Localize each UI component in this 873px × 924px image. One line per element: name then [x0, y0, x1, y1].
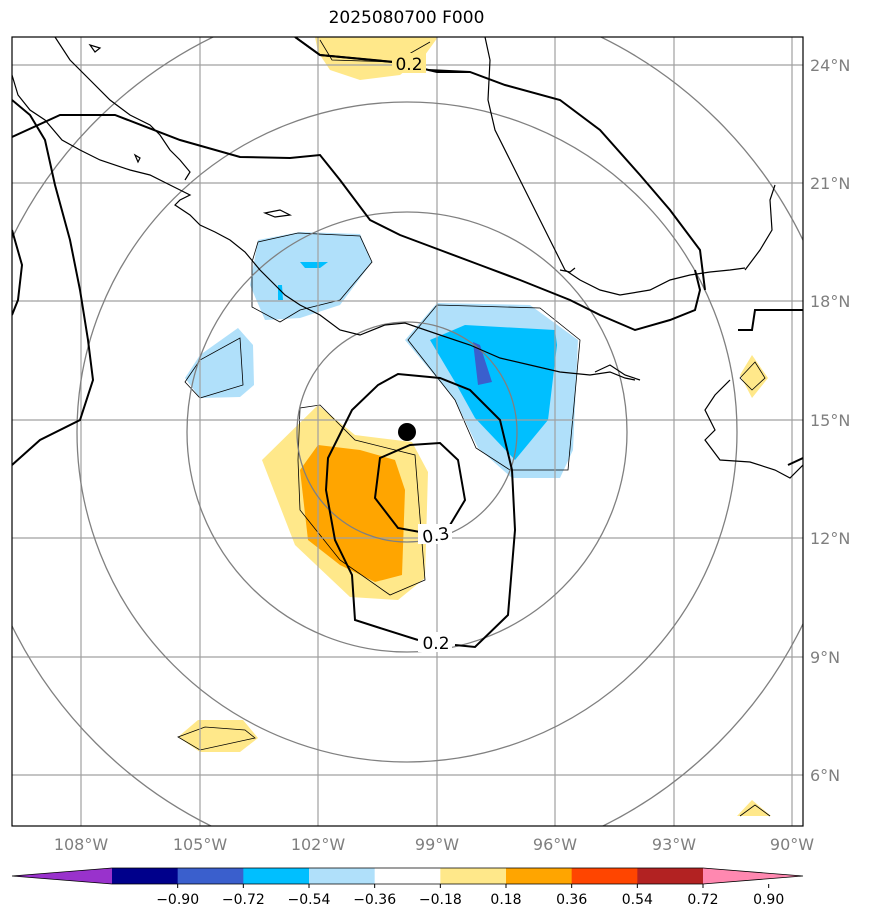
range-ring-4	[12, 37, 803, 826]
colorbar-extend-high	[703, 868, 803, 884]
border-west-2	[12, 229, 24, 316]
range-ring-3	[76, 101, 738, 763]
outline-center	[297, 404, 426, 596]
outline-east	[407, 304, 581, 471]
outline-nw	[251, 232, 373, 323]
border-north	[12, 114, 702, 332]
lon-label-102w: 102°W	[291, 835, 346, 854]
colorbar-segment	[309, 868, 376, 884]
colorbar-tick-label: −0.72	[222, 892, 265, 908]
latitude-labels: 24°N 21°N 18°N 15°N 12°N 9°N 6°N	[810, 56, 850, 785]
border-east	[738, 309, 803, 331]
island-2	[133, 153, 141, 164]
lat-label-15n: 15°N	[810, 411, 850, 430]
coast-central-america	[594, 364, 641, 381]
colorbar-segment	[112, 868, 179, 884]
contour-0.2-north	[294, 37, 393, 63]
negative-anomaly-west	[185, 328, 254, 398]
contour-0.2-loop	[324, 372, 517, 649]
island-3	[88, 43, 102, 53]
lat-label-12n: 12°N	[810, 529, 850, 548]
colorbar-outline	[11, 867, 804, 885]
positive-anomaly-southeast-2	[737, 800, 771, 816]
lat-label-9n: 9°N	[810, 648, 840, 667]
coast-caribbean	[704, 379, 803, 479]
lon-label-108w: 108°W	[54, 835, 109, 854]
contour-0.2-north-right	[427, 69, 471, 73]
negative-anomaly-east-peak	[473, 342, 492, 385]
lon-label-93w: 93°W	[652, 835, 696, 854]
colorbar-tick-label: 0.72	[687, 892, 718, 908]
contour-labels: 0.2 0.3 0.2	[392, 53, 452, 654]
contour-label-inner: 0.3	[421, 524, 451, 548]
map-body	[12, 37, 803, 826]
lat-label-18n: 18°N	[810, 292, 850, 311]
colorbar-tick-label: 0.18	[490, 892, 521, 908]
range-ring-1	[296, 321, 518, 543]
range-rings	[12, 37, 803, 826]
anomaly-outlines	[177, 39, 771, 817]
colorbar-tick-label: 0.90	[753, 892, 784, 908]
colorbar-segment	[374, 868, 441, 884]
positive-anomaly-southwest	[178, 720, 258, 752]
lat-label-6n: 6°N	[810, 766, 840, 785]
colorbar-segment	[571, 868, 638, 884]
border-se	[787, 457, 803, 466]
outline-se-1	[739, 361, 766, 391]
contour-label-bg-3	[418, 632, 452, 652]
lon-label-90w: 90°W	[770, 835, 814, 854]
coast-yucatan-east	[744, 184, 776, 271]
contour-label-bg-1	[392, 53, 426, 73]
contour-label-bg-2	[418, 524, 452, 544]
colorbar-tick-label: 0.36	[556, 892, 587, 908]
colorbar-extend-low	[12, 868, 112, 884]
border-west-1	[12, 99, 95, 466]
colorbar-segment	[243, 868, 310, 884]
lat-label-21n: 21°N	[810, 174, 850, 193]
longitude-labels: 108°W 105°W 102°W 99°W 96°W 93°W 90°W	[54, 835, 814, 854]
coast-baja	[54, 37, 191, 181]
lon-label-99w: 99°W	[415, 835, 459, 854]
coast-pacific-mexico	[12, 74, 636, 381]
colorbar-segment	[440, 868, 507, 884]
colorbar-tick-label: −0.90	[156, 892, 199, 908]
lat-label-24n: 24°N	[810, 56, 850, 75]
negative-anomaly-nw-spot	[300, 262, 328, 268]
map-frame	[11, 36, 804, 827]
coastlines	[12, 37, 803, 479]
negative-anomaly-northwest	[250, 232, 372, 320]
colorbar-segment	[637, 868, 704, 884]
map-title: 2025080700 F000	[328, 8, 485, 28]
storm-center-marker	[398, 423, 416, 441]
coast-gulf-mexico	[484, 37, 746, 296]
shaded-field	[178, 37, 771, 816]
positive-anomaly-north	[315, 37, 438, 80]
colorbar: −0.90 −0.72 −0.54 −0.36 −0.18 0.18 0.36 0.54 0.7…	[11, 867, 804, 908]
colorbar-tick-label: −0.36	[353, 892, 396, 908]
contours	[294, 37, 517, 649]
coast-gulf-islands	[559, 267, 576, 273]
outline-north	[319, 39, 431, 63]
colorbar-tick-label: −0.54	[288, 892, 331, 908]
range-ring-2	[186, 211, 628, 653]
positive-anomaly-southeast-1	[740, 355, 768, 398]
lon-label-96w: 96°W	[533, 835, 577, 854]
colorbar-segment	[177, 868, 244, 884]
outline-se-2	[739, 804, 771, 817]
contour-label-south: 0.2	[422, 634, 449, 654]
island-1	[262, 209, 293, 218]
lon-label-105w: 105°W	[173, 835, 228, 854]
negative-anomaly-east-core	[430, 325, 557, 460]
contour-0.3	[373, 441, 467, 533]
colorbar-tick-label: 0.54	[622, 892, 653, 908]
colorbar-tick-label: −0.18	[419, 892, 462, 908]
colorbar-segment	[506, 868, 573, 884]
contour-label-north: 0.2	[395, 55, 422, 75]
